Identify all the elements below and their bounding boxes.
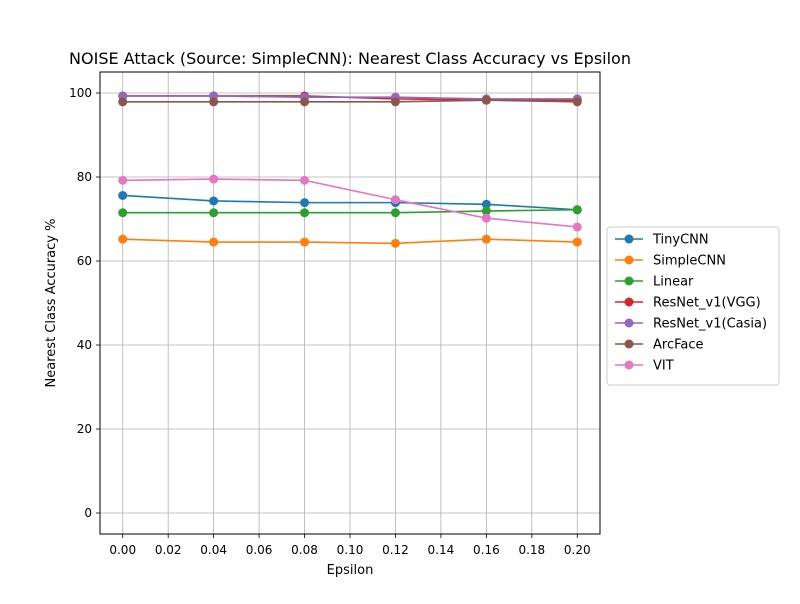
series-line-simplecnn	[122, 238, 578, 245]
data-point-linear	[300, 208, 310, 218]
data-point-simplecnn	[209, 237, 219, 247]
legend-box	[606, 226, 780, 386]
x-axis-label: Epsilon	[327, 563, 374, 578]
x-tick-label: 0.16	[473, 543, 500, 557]
legend-label: Linear	[653, 275, 694, 290]
series-simplecnn	[118, 234, 582, 248]
x-tick-label: 0.08	[291, 543, 318, 557]
data-point-linear	[118, 208, 128, 218]
y-tick-label: 60	[77, 254, 92, 268]
legend-swatch-marker	[624, 360, 634, 370]
data-point-linear	[572, 205, 582, 215]
x-tick-label: 0.12	[382, 543, 409, 557]
data-point-tinycnn	[481, 199, 491, 209]
series-layer	[118, 91, 582, 248]
series-linear	[118, 205, 582, 218]
y-tick-label: 40	[77, 338, 92, 352]
plot-frame	[99, 71, 601, 535]
data-point-simplecnn	[481, 234, 491, 244]
x-tick-label: 0.00	[109, 543, 136, 557]
legend-item: VIT	[615, 359, 674, 374]
data-point-vit	[481, 213, 491, 223]
legend-item: ResNet_v1(VGG)	[615, 296, 761, 311]
x-tick-label: 0.20	[564, 543, 591, 557]
legend-swatch-marker	[624, 339, 634, 349]
data-point-linear	[209, 208, 219, 218]
y-tick-label: 20	[77, 422, 92, 436]
y-axis-label: Nearest Class Accuracy %	[44, 219, 59, 388]
x-tick-label: 0.02	[155, 543, 182, 557]
x-tick-label: 0.04	[200, 543, 227, 557]
legend-item: TinyCNN	[615, 233, 709, 248]
legend-swatch-marker	[624, 297, 634, 307]
series-line-arcface	[122, 99, 578, 103]
legend-item: SimpleCNN	[615, 254, 726, 269]
legend-item: Linear	[615, 275, 694, 290]
data-point-simplecnn	[300, 237, 310, 247]
data-point-arcface	[118, 97, 128, 107]
legend-label: TinyCNN	[652, 233, 709, 248]
data-point-simplecnn	[572, 237, 582, 247]
legend-label: ResNet_v1(VGG)	[653, 296, 761, 311]
x-tick-label: 0.06	[246, 543, 273, 557]
axis-ticks: 0.00 0.02 0.04 0.06 0.08 0.10 0.12 0.14 0.16 0.18…	[69, 86, 591, 557]
data-point-linear	[390, 208, 400, 218]
series-line-linear	[122, 208, 578, 214]
grid	[100, 72, 600, 534]
data-point-simplecnn	[118, 234, 128, 244]
series-line-tinycnn	[122, 194, 578, 211]
data-point-vit	[390, 195, 400, 205]
data-point-linear	[481, 206, 491, 216]
legend-label: SimpleCNN	[653, 254, 726, 269]
series-arcface	[118, 95, 582, 107]
legend-item: ArcFace	[615, 338, 704, 353]
legend-item: ResNet_v1(Casia)	[615, 317, 767, 332]
x-tick-label: 0.18	[518, 543, 545, 557]
series-vit	[118, 174, 582, 232]
data-point-vit	[300, 175, 310, 185]
y-tick-label: 100	[69, 86, 92, 100]
legend-label: VIT	[653, 359, 674, 374]
y-tick-label: 0	[84, 506, 92, 520]
legend-label: ResNet_v1(Casia)	[653, 317, 767, 332]
data-point-tinycnn	[209, 196, 219, 206]
legend-swatch-marker	[624, 255, 634, 265]
legend-swatch-marker	[624, 318, 634, 328]
data-point-arcface	[572, 97, 582, 107]
data-point-arcface	[481, 95, 491, 105]
series-line-vit	[122, 178, 578, 228]
legend-swatch-marker	[624, 234, 634, 244]
chart-title: NOISE Attack (Source: SimpleCNN): Neares…	[69, 49, 631, 68]
data-point-vit	[118, 175, 128, 185]
legend: TinyCNN SimpleCNN Linear ResNet_v1(VGG) ResN…	[606, 226, 780, 386]
legend-label: ArcFace	[653, 338, 704, 353]
legend-swatch-marker	[624, 276, 634, 286]
data-point-arcface	[390, 97, 400, 107]
x-tick-label: 0.14	[428, 543, 455, 557]
y-tick-label: 80	[77, 170, 92, 184]
data-point-vit	[572, 222, 582, 232]
data-point-tinycnn	[300, 198, 310, 208]
series-line-resnet-v1-casia	[122, 95, 578, 100]
data-point-arcface	[209, 97, 219, 107]
data-point-arcface	[300, 97, 310, 107]
data-point-tinycnn	[118, 190, 128, 200]
x-tick-label: 0.10	[337, 543, 364, 557]
data-point-vit	[209, 174, 219, 184]
data-point-simplecnn	[390, 238, 400, 248]
